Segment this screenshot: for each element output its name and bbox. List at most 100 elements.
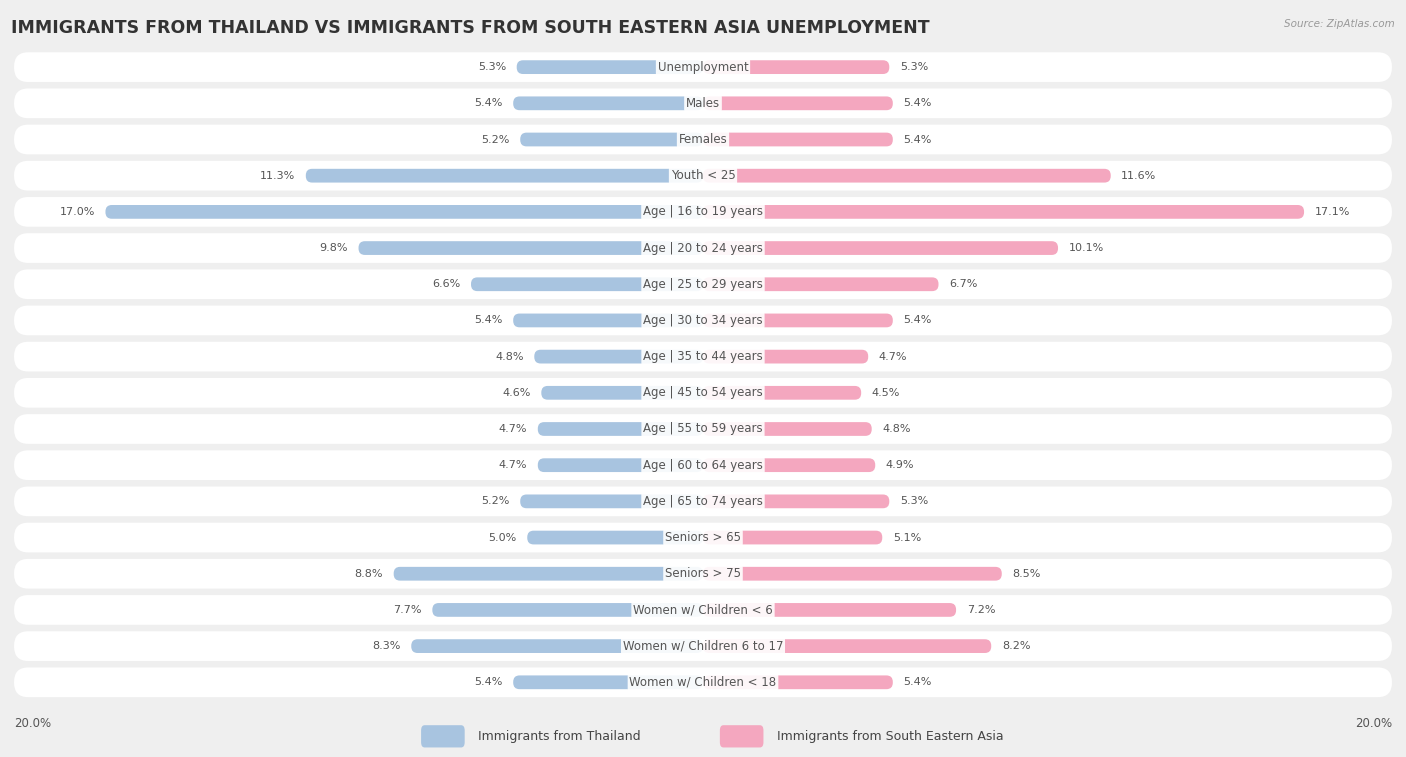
Text: Age | 60 to 64 years: Age | 60 to 64 years xyxy=(643,459,763,472)
Text: 9.8%: 9.8% xyxy=(319,243,347,253)
FancyBboxPatch shape xyxy=(307,169,703,182)
FancyBboxPatch shape xyxy=(394,567,703,581)
FancyBboxPatch shape xyxy=(14,306,1392,335)
Text: 7.2%: 7.2% xyxy=(967,605,995,615)
Text: Women w/ Children 6 to 17: Women w/ Children 6 to 17 xyxy=(623,640,783,653)
Text: Immigrants from South Eastern Asia: Immigrants from South Eastern Asia xyxy=(778,730,1004,743)
Text: 11.6%: 11.6% xyxy=(1122,170,1157,181)
Text: 20.0%: 20.0% xyxy=(14,718,51,731)
FancyBboxPatch shape xyxy=(14,414,1392,444)
Text: 8.5%: 8.5% xyxy=(1012,569,1040,579)
Text: Women w/ Children < 6: Women w/ Children < 6 xyxy=(633,603,773,616)
Text: 8.2%: 8.2% xyxy=(1001,641,1031,651)
FancyBboxPatch shape xyxy=(703,61,889,74)
Text: 5.4%: 5.4% xyxy=(474,678,503,687)
FancyBboxPatch shape xyxy=(703,241,1057,255)
FancyBboxPatch shape xyxy=(703,639,991,653)
Text: Unemployment: Unemployment xyxy=(658,61,748,73)
Text: Age | 20 to 24 years: Age | 20 to 24 years xyxy=(643,241,763,254)
Text: 4.8%: 4.8% xyxy=(883,424,911,434)
FancyBboxPatch shape xyxy=(703,277,939,291)
FancyBboxPatch shape xyxy=(527,531,703,544)
FancyBboxPatch shape xyxy=(14,668,1392,697)
FancyBboxPatch shape xyxy=(14,450,1392,480)
FancyBboxPatch shape xyxy=(14,595,1392,625)
FancyBboxPatch shape xyxy=(14,52,1392,82)
Text: Age | 35 to 44 years: Age | 35 to 44 years xyxy=(643,350,763,363)
FancyBboxPatch shape xyxy=(703,350,869,363)
Text: Males: Males xyxy=(686,97,720,110)
Text: 5.4%: 5.4% xyxy=(904,316,932,326)
Text: 4.7%: 4.7% xyxy=(499,424,527,434)
Text: Immigrants from Thailand: Immigrants from Thailand xyxy=(478,730,641,743)
FancyBboxPatch shape xyxy=(703,169,1111,182)
FancyBboxPatch shape xyxy=(14,197,1392,226)
FancyBboxPatch shape xyxy=(703,603,956,617)
Text: 5.0%: 5.0% xyxy=(488,533,517,543)
FancyBboxPatch shape xyxy=(537,458,703,472)
Text: Youth < 25: Youth < 25 xyxy=(671,170,735,182)
FancyBboxPatch shape xyxy=(520,494,703,508)
FancyBboxPatch shape xyxy=(471,277,703,291)
Text: 4.8%: 4.8% xyxy=(495,351,524,362)
Text: 17.0%: 17.0% xyxy=(59,207,94,217)
Text: 5.4%: 5.4% xyxy=(904,98,932,108)
Text: 8.8%: 8.8% xyxy=(354,569,382,579)
Text: 11.3%: 11.3% xyxy=(260,170,295,181)
Text: 5.1%: 5.1% xyxy=(893,533,921,543)
FancyBboxPatch shape xyxy=(703,567,1001,581)
Text: Age | 65 to 74 years: Age | 65 to 74 years xyxy=(643,495,763,508)
FancyBboxPatch shape xyxy=(422,725,464,747)
FancyBboxPatch shape xyxy=(703,132,893,146)
FancyBboxPatch shape xyxy=(534,350,703,363)
Text: 4.7%: 4.7% xyxy=(879,351,907,362)
FancyBboxPatch shape xyxy=(105,205,703,219)
FancyBboxPatch shape xyxy=(513,675,703,689)
Text: Females: Females xyxy=(679,133,727,146)
FancyBboxPatch shape xyxy=(517,61,703,74)
Text: Women w/ Children < 18: Women w/ Children < 18 xyxy=(630,676,776,689)
FancyBboxPatch shape xyxy=(14,160,1392,191)
Text: Seniors > 65: Seniors > 65 xyxy=(665,531,741,544)
Text: 6.6%: 6.6% xyxy=(432,279,461,289)
Text: 5.4%: 5.4% xyxy=(904,135,932,145)
FancyBboxPatch shape xyxy=(14,342,1392,372)
FancyBboxPatch shape xyxy=(520,132,703,146)
FancyBboxPatch shape xyxy=(703,205,1305,219)
FancyBboxPatch shape xyxy=(14,269,1392,299)
FancyBboxPatch shape xyxy=(513,96,703,111)
Text: 5.4%: 5.4% xyxy=(904,678,932,687)
FancyBboxPatch shape xyxy=(513,313,703,327)
Text: 4.9%: 4.9% xyxy=(886,460,914,470)
FancyBboxPatch shape xyxy=(537,422,703,436)
FancyBboxPatch shape xyxy=(703,422,872,436)
Text: Age | 45 to 54 years: Age | 45 to 54 years xyxy=(643,386,763,399)
FancyBboxPatch shape xyxy=(14,233,1392,263)
Text: 5.3%: 5.3% xyxy=(478,62,506,72)
Text: Age | 25 to 29 years: Age | 25 to 29 years xyxy=(643,278,763,291)
Text: 5.2%: 5.2% xyxy=(481,497,510,506)
Text: 10.1%: 10.1% xyxy=(1069,243,1104,253)
Text: 5.3%: 5.3% xyxy=(900,62,928,72)
Text: 8.3%: 8.3% xyxy=(373,641,401,651)
FancyBboxPatch shape xyxy=(703,96,893,111)
FancyBboxPatch shape xyxy=(703,313,893,327)
Text: 5.4%: 5.4% xyxy=(474,98,503,108)
Text: Source: ZipAtlas.com: Source: ZipAtlas.com xyxy=(1284,19,1395,29)
Text: 4.7%: 4.7% xyxy=(499,460,527,470)
FancyBboxPatch shape xyxy=(14,523,1392,553)
FancyBboxPatch shape xyxy=(703,531,883,544)
FancyBboxPatch shape xyxy=(703,675,893,689)
FancyBboxPatch shape xyxy=(703,458,875,472)
Text: 17.1%: 17.1% xyxy=(1315,207,1350,217)
Text: 5.4%: 5.4% xyxy=(474,316,503,326)
Text: 5.2%: 5.2% xyxy=(481,135,510,145)
Text: Age | 30 to 34 years: Age | 30 to 34 years xyxy=(643,314,763,327)
Text: 6.7%: 6.7% xyxy=(949,279,977,289)
FancyBboxPatch shape xyxy=(14,125,1392,154)
FancyBboxPatch shape xyxy=(703,494,889,508)
FancyBboxPatch shape xyxy=(433,603,703,617)
Text: 4.5%: 4.5% xyxy=(872,388,900,398)
Text: 5.3%: 5.3% xyxy=(900,497,928,506)
FancyBboxPatch shape xyxy=(14,378,1392,408)
